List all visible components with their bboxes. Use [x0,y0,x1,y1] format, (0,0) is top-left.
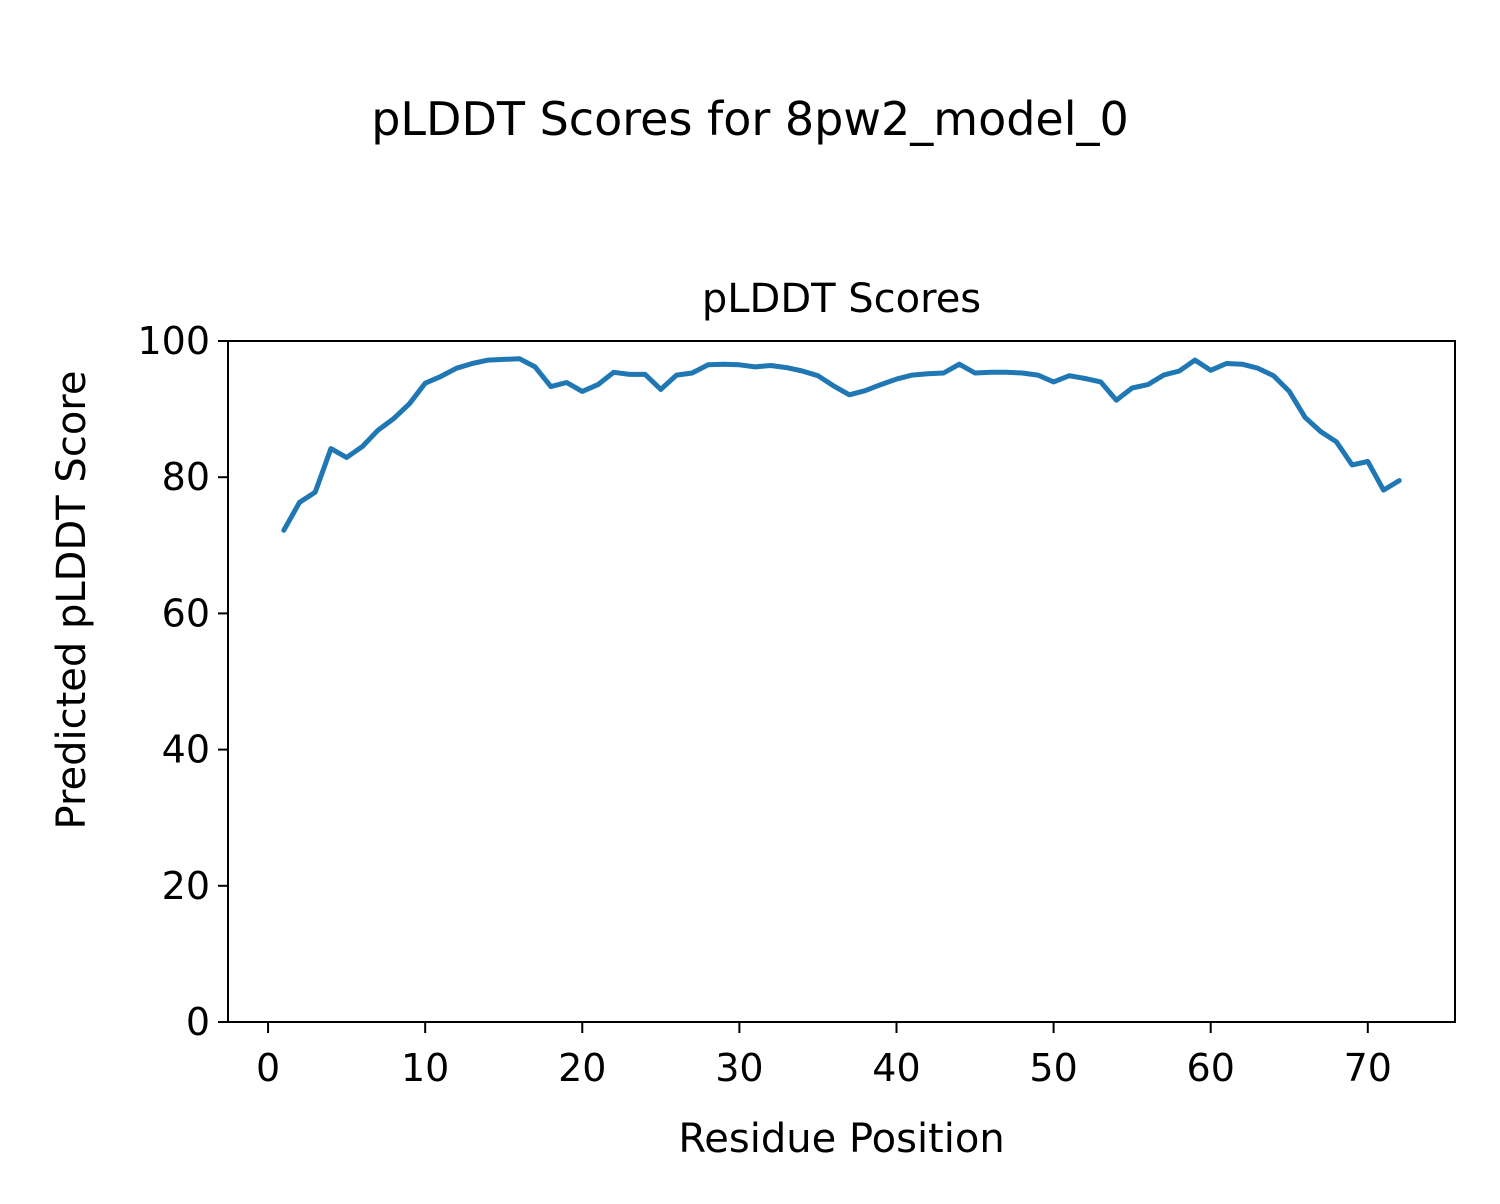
y-tick-label: 80 [162,455,210,499]
y-tick-label: 20 [162,864,210,908]
x-tick-label: 10 [401,1046,449,1090]
x-tick-label: 20 [558,1046,606,1090]
y-axis-label: Predicted pLDDT Score [49,370,95,830]
x-tick-label: 40 [872,1046,920,1090]
x-tick-label: 30 [715,1046,763,1090]
figure-title: pLDDT Scores for 8pw2_model_0 [371,92,1129,146]
x-axis-label: Residue Position [678,1116,1005,1162]
x-tick-label: 50 [1029,1046,1077,1090]
axes-title: pLDDT Scores [701,276,982,322]
y-tick-label: 60 [162,591,210,635]
plot-area-spines [227,340,1456,1023]
plddt-line [281,356,1402,533]
y-tick-label: 40 [162,728,210,772]
y-tick-label: 0 [186,1000,210,1044]
x-tick-label: 60 [1187,1046,1235,1090]
x-tick-label: 0 [256,1046,280,1090]
x-tick-label: 70 [1344,1046,1392,1090]
y-tick-label: 100 [137,319,210,363]
